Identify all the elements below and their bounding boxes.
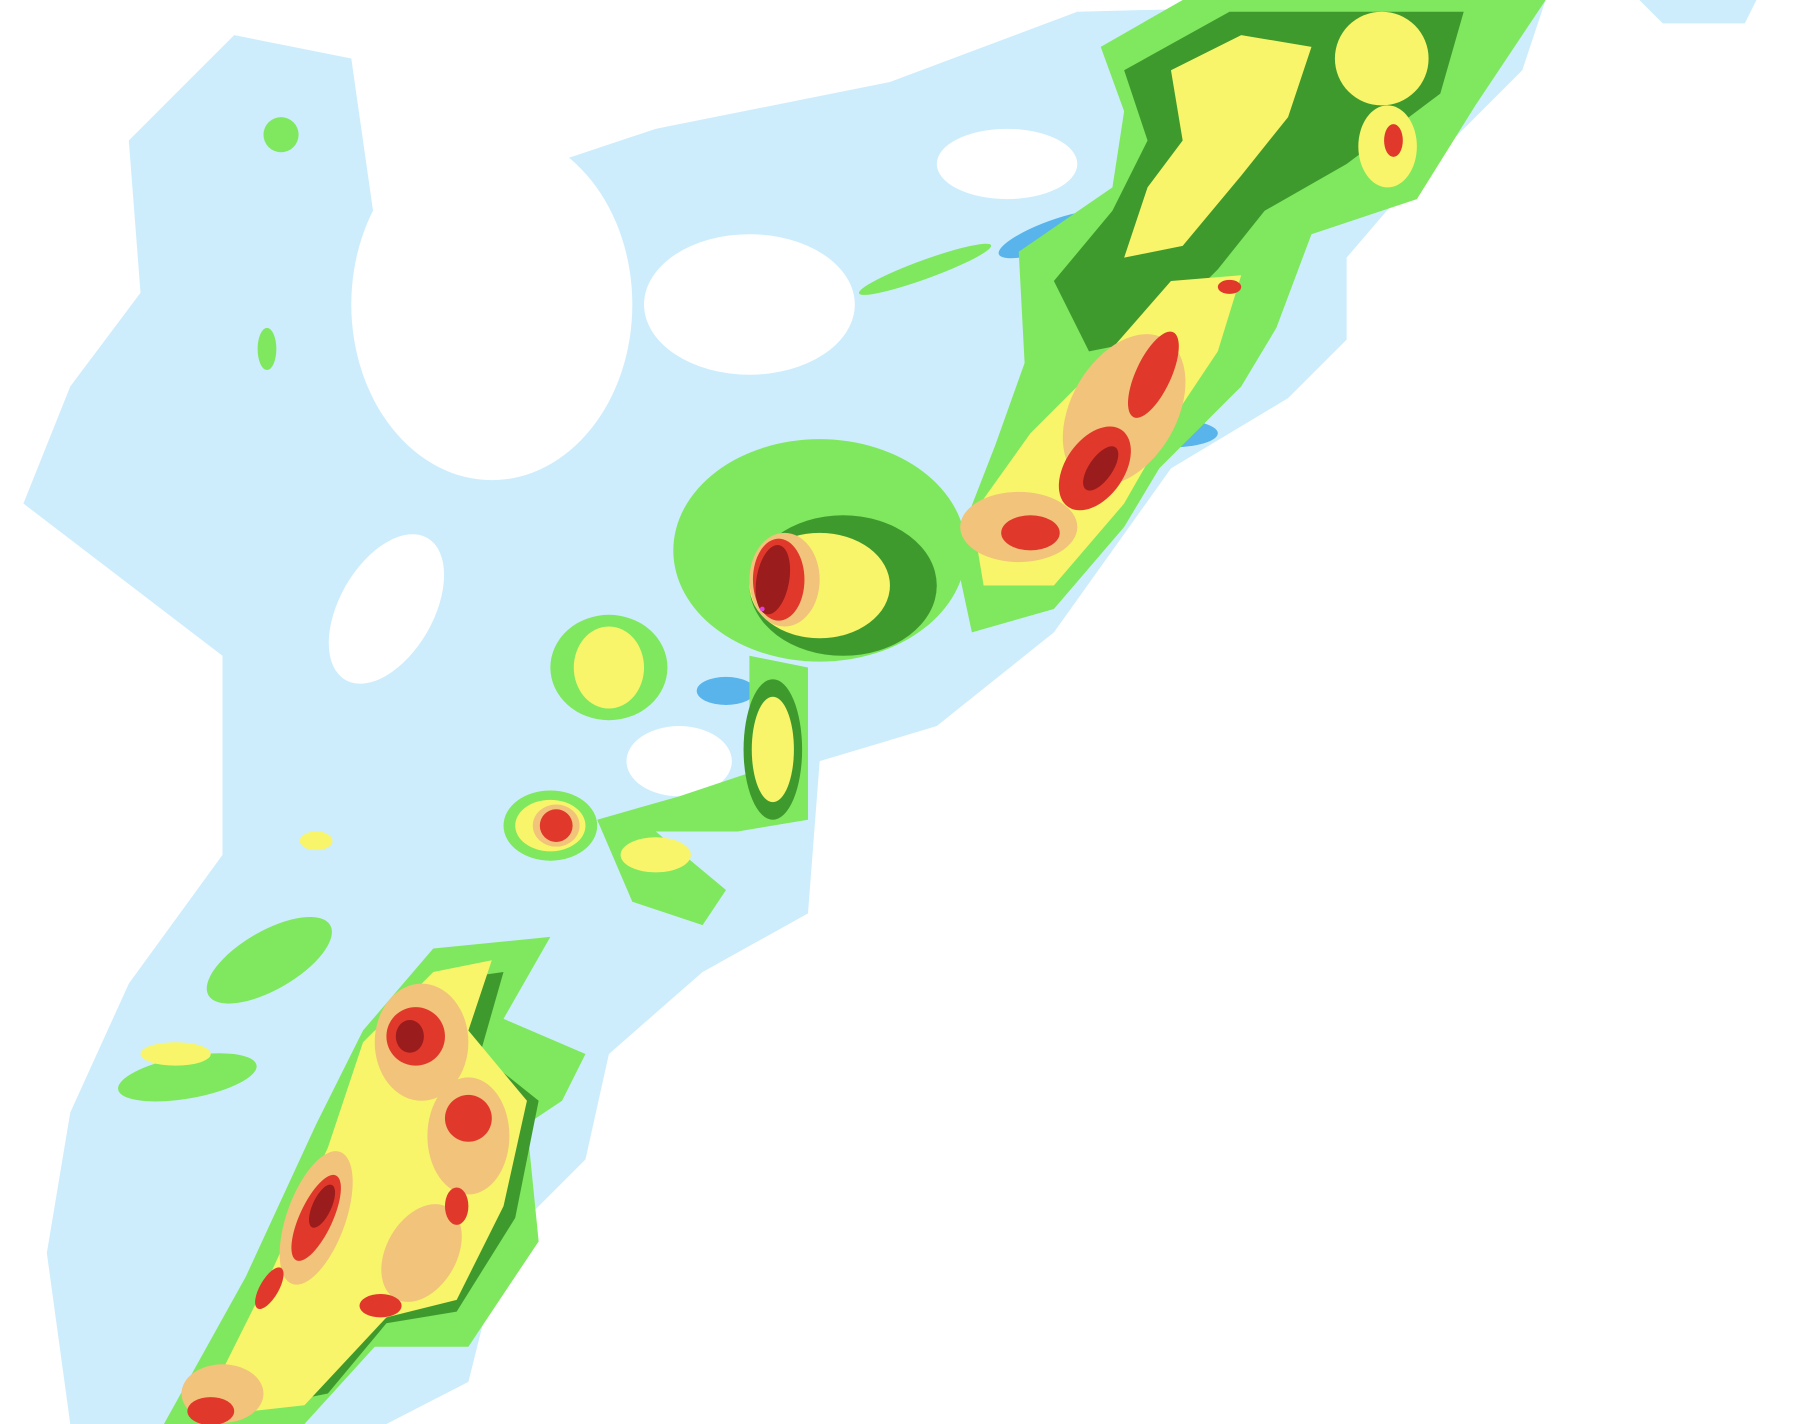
red-patch xyxy=(187,1397,235,1424)
light-patch xyxy=(1639,0,1757,24)
gap xyxy=(644,234,855,375)
yellow-patch xyxy=(620,837,691,873)
red-patch xyxy=(255,1267,284,1309)
green-patch xyxy=(257,327,277,371)
orange-patch xyxy=(381,1204,462,1302)
red-patch xyxy=(1384,124,1403,157)
yellow-ne xyxy=(1124,35,1312,258)
extreme-point xyxy=(759,606,765,612)
heavy-core xyxy=(308,1184,336,1228)
yellow-patch xyxy=(573,626,645,709)
heavy-core xyxy=(1083,446,1119,491)
gap xyxy=(328,534,445,684)
green-patch xyxy=(858,243,992,295)
green-patch xyxy=(118,1053,257,1102)
red-patch xyxy=(1128,331,1179,418)
red-patch xyxy=(444,1187,469,1225)
clear-gaps xyxy=(257,128,1078,1382)
gap xyxy=(936,128,1078,200)
gap xyxy=(351,128,633,481)
yellow-patch xyxy=(1334,11,1429,106)
yellow-arm xyxy=(751,696,794,803)
red-patch xyxy=(359,1294,402,1318)
gap xyxy=(626,726,732,797)
green-patch xyxy=(263,117,299,153)
red-patch xyxy=(444,1094,492,1142)
red-patch xyxy=(1217,279,1242,294)
yellow-patch xyxy=(299,831,333,851)
heavy-core xyxy=(755,544,791,615)
green-patch xyxy=(206,916,332,1004)
red-patch xyxy=(1001,515,1060,551)
blue-patch xyxy=(696,676,756,705)
heavy-core xyxy=(395,1019,424,1053)
red-patch xyxy=(539,809,573,842)
yellow-patch xyxy=(140,1042,211,1066)
heavy-precip xyxy=(308,446,1119,1228)
